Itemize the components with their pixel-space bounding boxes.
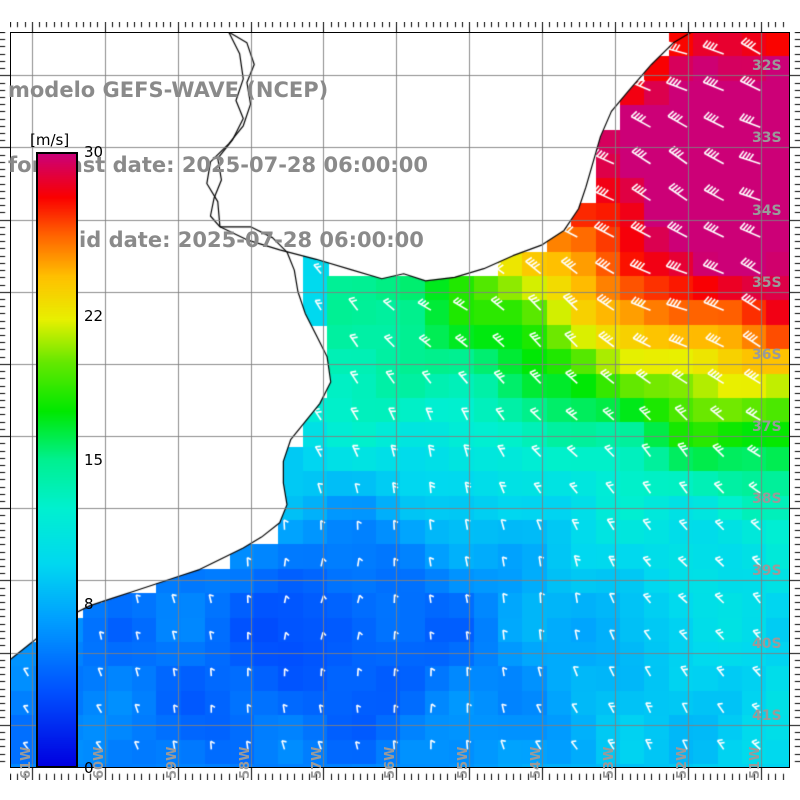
lat-label-36S: 36S xyxy=(752,346,782,363)
axis-ticks-top xyxy=(10,22,790,32)
colorbar-tick-15: 15 xyxy=(84,451,104,469)
lat-label-40S: 40S xyxy=(752,635,782,652)
colorbar-tick-0: 0 xyxy=(84,759,94,777)
graticule-overlay xyxy=(10,32,790,768)
lat-label-37S: 37S xyxy=(752,419,782,436)
lon-label-51W: 51W xyxy=(747,746,763,779)
colorbar-unit-label: [m/s] xyxy=(30,131,70,149)
map-plot-area[interactable] xyxy=(10,32,790,768)
lat-label-32S: 32S xyxy=(752,58,782,75)
title-valid-date: valid date: 2025-07-28 06:00:00 xyxy=(44,228,424,252)
lon-label-60W: 60W xyxy=(91,746,107,779)
lat-label-34S: 34S xyxy=(752,202,782,219)
lon-label-59W: 59W xyxy=(164,746,180,779)
lat-label-39S: 39S xyxy=(752,563,782,580)
plot-title-block: modelo GEFS-WAVE (NCEP) forecast date: 2… xyxy=(0,28,520,303)
axis-ticks-bottom xyxy=(10,768,790,780)
lat-label-41S: 41S xyxy=(752,707,782,724)
lon-label-53W: 53W xyxy=(602,746,618,779)
colorbar-gradient xyxy=(36,152,78,768)
lon-label-61W: 61W xyxy=(18,746,34,779)
lon-label-56W: 56W xyxy=(383,746,399,779)
title-forecast-date: forecast date: 2025-07-28 06:00:00 xyxy=(8,153,428,177)
lon-label-58W: 58W xyxy=(237,746,253,779)
lon-label-55W: 55W xyxy=(456,746,472,779)
lat-label-33S: 33S xyxy=(752,130,782,147)
title-model-line: modelo GEFS-WAVE (NCEP) xyxy=(8,78,329,102)
axis-ticks-right xyxy=(790,32,800,768)
colorbar-tick-8: 8 xyxy=(84,594,94,613)
lon-label-54W: 54W xyxy=(529,746,545,779)
colorbar xyxy=(36,152,78,768)
axis-ticks-left xyxy=(0,32,10,768)
lat-label-35S: 35S xyxy=(752,274,782,291)
lon-label-57W: 57W xyxy=(310,746,326,779)
colorbar-tick-30: 30 xyxy=(84,143,104,161)
lat-label-38S: 38S xyxy=(752,491,782,508)
lon-label-52W: 52W xyxy=(674,746,690,779)
colorbar-tick-22: 22 xyxy=(84,307,104,326)
